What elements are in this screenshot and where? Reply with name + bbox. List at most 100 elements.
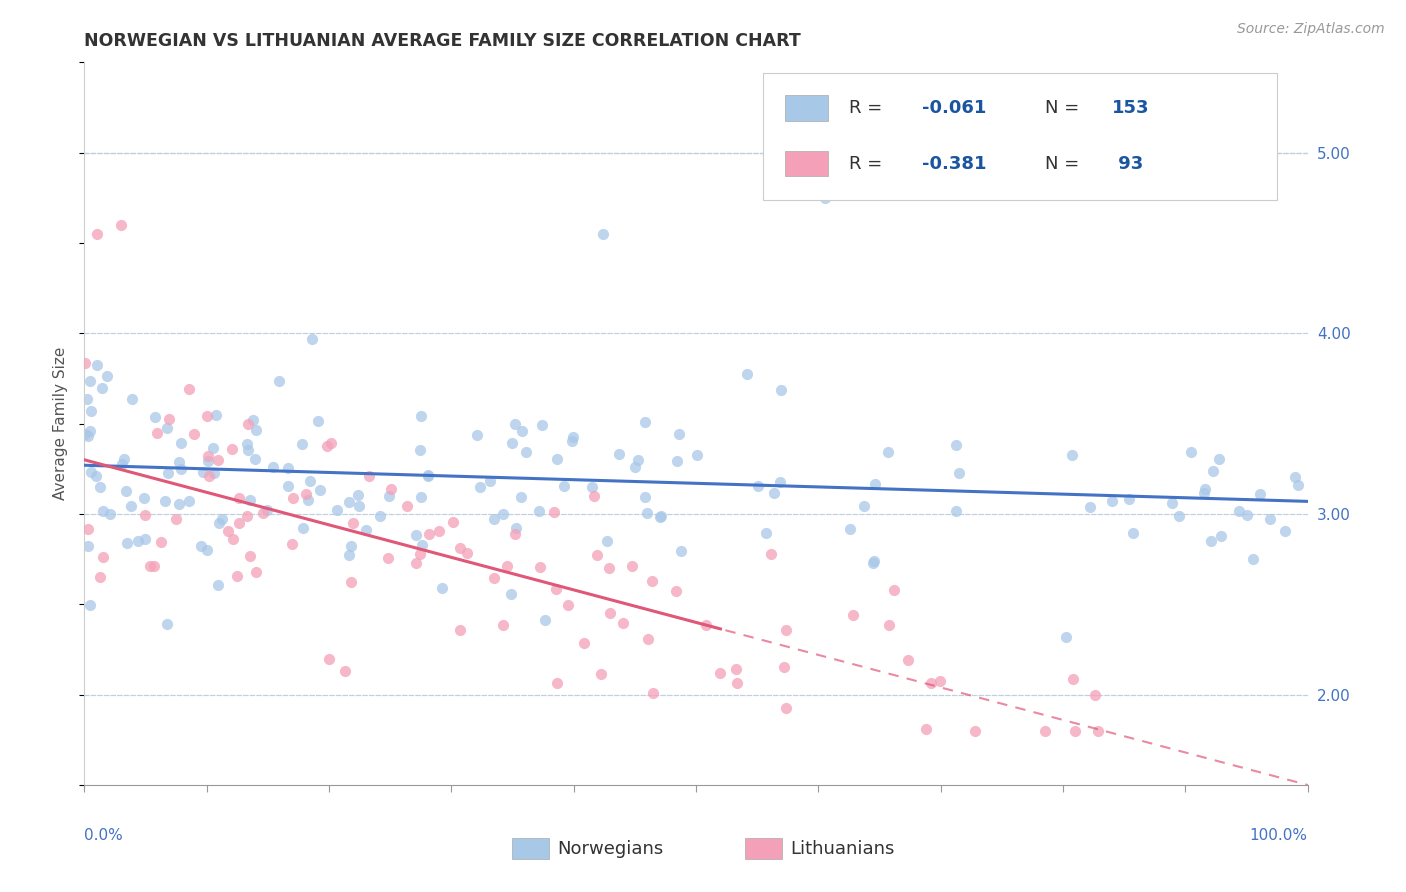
Point	[621, 558, 644, 573]
Point	[409, 443, 432, 458]
Point	[557, 599, 579, 613]
Point	[418, 527, 440, 541]
Point	[607, 447, 630, 461]
Point	[1087, 723, 1109, 738]
Point	[80, 465, 103, 479]
Point	[1054, 630, 1077, 644]
Point	[1101, 494, 1123, 508]
Point	[134, 508, 156, 522]
Point	[73, 356, 96, 370]
Point	[948, 467, 970, 481]
Point	[96, 368, 118, 383]
Point	[928, 674, 950, 689]
Point	[76, 428, 98, 442]
Point	[357, 469, 380, 483]
Point	[225, 569, 247, 583]
Point	[167, 455, 190, 469]
Point	[862, 556, 884, 570]
Point	[298, 474, 321, 488]
Point	[747, 479, 769, 493]
Point	[319, 436, 342, 450]
Text: Lithuanians: Lithuanians	[790, 839, 894, 857]
Point	[482, 512, 505, 526]
Point	[409, 547, 432, 561]
Point	[76, 392, 98, 406]
Point	[509, 490, 531, 504]
Point	[1286, 478, 1309, 492]
Point	[195, 543, 218, 558]
Point	[468, 480, 491, 494]
Point	[492, 617, 515, 632]
FancyBboxPatch shape	[786, 151, 828, 177]
Point	[157, 411, 180, 425]
Point	[430, 581, 453, 595]
Point	[665, 583, 688, 598]
Point	[531, 417, 554, 432]
Text: 100.0%: 100.0%	[1250, 829, 1308, 843]
Point	[775, 701, 797, 715]
Point	[505, 521, 527, 535]
Point	[1194, 482, 1216, 496]
Point	[277, 479, 299, 493]
Point	[418, 468, 440, 483]
Point	[877, 617, 900, 632]
Point	[581, 480, 603, 494]
Point	[79, 424, 101, 438]
Point	[772, 660, 794, 674]
Point	[197, 450, 219, 464]
Point	[115, 536, 138, 550]
Point	[562, 430, 585, 444]
Point	[449, 624, 471, 638]
Point	[235, 436, 257, 450]
Point	[80, 404, 103, 418]
Point	[239, 549, 262, 563]
Point	[191, 465, 214, 479]
Point	[89, 480, 111, 494]
Point	[1078, 500, 1101, 514]
Point	[146, 426, 169, 441]
Point	[339, 495, 361, 509]
Point	[862, 554, 884, 568]
Point	[243, 451, 266, 466]
Point	[368, 508, 391, 523]
Point	[1118, 491, 1140, 506]
Point	[77, 539, 100, 553]
Point	[1284, 469, 1306, 483]
Point	[165, 512, 187, 526]
Text: 0.0%: 0.0%	[84, 829, 124, 843]
Point	[1192, 486, 1215, 500]
Point	[585, 548, 607, 562]
Point	[441, 516, 464, 530]
Point	[1201, 464, 1223, 478]
Point	[205, 408, 228, 422]
Point	[499, 587, 522, 601]
Point	[637, 632, 659, 647]
Point	[134, 532, 156, 546]
Point	[245, 565, 267, 579]
Point	[190, 539, 212, 553]
Point	[153, 493, 176, 508]
Point	[709, 665, 731, 680]
Point	[86, 468, 108, 483]
Point	[405, 556, 427, 570]
Point	[301, 332, 323, 346]
Point	[318, 652, 340, 666]
Point	[546, 451, 568, 466]
Point	[76, 522, 98, 536]
Point	[529, 504, 551, 518]
Point	[813, 191, 835, 205]
FancyBboxPatch shape	[763, 73, 1277, 200]
Point	[380, 482, 402, 496]
Point	[1168, 509, 1191, 524]
Point	[340, 539, 363, 553]
Point	[626, 452, 648, 467]
Point	[1160, 496, 1182, 510]
Point	[1201, 533, 1223, 548]
Point	[1260, 512, 1282, 526]
Point	[267, 374, 290, 388]
Point	[211, 512, 233, 526]
Point	[177, 382, 200, 396]
Point	[492, 507, 515, 521]
Point	[669, 544, 692, 558]
Point	[668, 426, 690, 441]
